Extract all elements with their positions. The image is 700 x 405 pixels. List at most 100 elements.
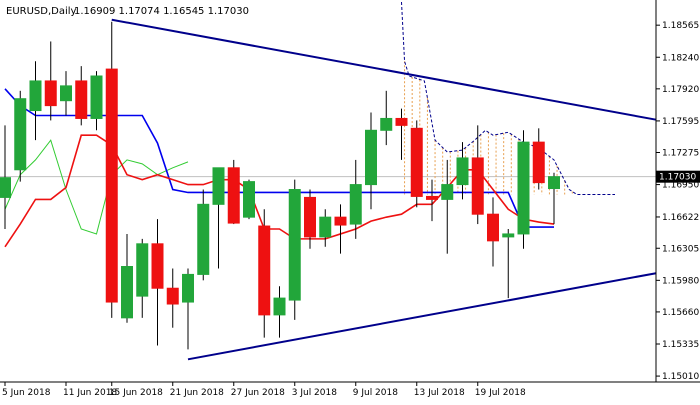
- candle-body: [502, 233, 515, 238]
- current-price-box: [656, 170, 700, 183]
- candle: [75, 66, 88, 126]
- candle: [90, 71, 103, 131]
- candle-body: [90, 75, 103, 119]
- candle: [532, 128, 545, 190]
- candle-body: [182, 273, 194, 303]
- ohlc-values: 1.16909 1.17074 1.16545 1.17030: [74, 6, 249, 17]
- candle-body: [60, 85, 72, 102]
- tenkan-sen-line: [4, 134, 555, 248]
- candle: [258, 209, 271, 338]
- candle: [471, 125, 484, 225]
- candle: [182, 268, 194, 350]
- y-tick-label: 1.17920: [662, 85, 699, 95]
- y-tick-label: 1.15010: [662, 372, 699, 382]
- candle: [517, 130, 530, 249]
- candle: [44, 41, 57, 121]
- candle: [441, 159, 454, 254]
- candle-body: [426, 195, 438, 200]
- candle: [105, 21, 118, 318]
- candle: [548, 172, 560, 225]
- y-tick-label: 1.15335: [662, 340, 699, 350]
- candle-body: [0, 177, 11, 198]
- symbol-label: EURUSD,Daily: [6, 6, 77, 17]
- candle-body: [288, 189, 301, 301]
- candle: [197, 189, 210, 281]
- trendlines: [111, 18, 657, 361]
- candle-body: [29, 80, 42, 112]
- candle: [349, 159, 362, 239]
- y-tick-label: 1.16622: [662, 213, 699, 223]
- candle-body: [517, 141, 530, 235]
- x-tick-label: 5 Jun 2018: [2, 388, 51, 398]
- candle: [151, 219, 164, 346]
- candle-body: [532, 141, 545, 184]
- x-tick-label: 13 Jul 2018: [414, 388, 465, 398]
- y-tick-label: 1.17275: [662, 149, 699, 159]
- y-tick-label: 1.15980: [662, 276, 699, 286]
- candle-body: [380, 117, 393, 131]
- indicator-lines: [4, 88, 555, 248]
- ichimoku-cloud: [401, 1, 615, 195]
- candle: [304, 189, 316, 249]
- candle: [60, 71, 72, 116]
- candle-body: [410, 127, 423, 197]
- candles: [0, 21, 560, 350]
- candle-body: [197, 203, 210, 275]
- candle-body: [243, 181, 255, 218]
- candle: [273, 286, 286, 338]
- candle-body: [258, 225, 271, 316]
- candle-body: [105, 68, 118, 303]
- y-tick-label: 1.17595: [662, 117, 699, 127]
- candle: [426, 179, 438, 222]
- candle: [456, 142, 469, 200]
- candle-body: [456, 157, 469, 186]
- candle-body: [14, 98, 27, 171]
- candle-body: [166, 287, 179, 305]
- candle-body: [319, 216, 332, 238]
- candle-body: [304, 196, 316, 238]
- candle-body: [136, 243, 149, 297]
- candle: [227, 159, 240, 225]
- y-tick-label: 1.16305: [662, 244, 699, 254]
- candle: [136, 238, 149, 318]
- candle: [243, 179, 255, 220]
- y-tick-label: 1.18565: [662, 21, 699, 31]
- candle-body: [121, 266, 133, 319]
- candle-body: [487, 213, 499, 242]
- candle-body: [227, 167, 240, 224]
- candle: [14, 90, 27, 182]
- candle-body: [212, 167, 225, 205]
- candle: [0, 125, 11, 230]
- candle-body: [349, 184, 362, 225]
- x-tick-label: 19 Jul 2018: [475, 388, 526, 398]
- x-tick-label: 21 Jun 2018: [170, 388, 224, 398]
- x-tick-label: 11 Jun 2018: [63, 388, 117, 398]
- candle: [365, 112, 377, 210]
- candle: [212, 167, 225, 269]
- candle: [502, 229, 515, 299]
- candle: [319, 209, 332, 247]
- x-tick-label: 9 Jul 2018: [353, 388, 398, 398]
- x-tick-label: 27 Jun 2018: [231, 388, 285, 398]
- upper-trendline[interactable]: [111, 18, 657, 121]
- y-tick-label: 1.16950: [662, 181, 699, 191]
- candle: [380, 90, 393, 146]
- candle: [395, 108, 408, 160]
- candle-body: [151, 243, 164, 289]
- candle-body: [365, 129, 377, 186]
- senkou-span-line: [401, 1, 615, 195]
- candle-body: [548, 176, 560, 190]
- candle: [410, 120, 423, 208]
- lower-trendline[interactable]: [187, 272, 657, 361]
- candle: [121, 233, 133, 323]
- candle: [334, 204, 347, 254]
- candle-body: [75, 80, 88, 119]
- x-tick-label: 15 Jun 2018: [109, 388, 163, 398]
- candle-body: [471, 157, 484, 215]
- candle-body: [44, 80, 57, 107]
- candle-body: [334, 216, 347, 226]
- candle: [166, 268, 179, 328]
